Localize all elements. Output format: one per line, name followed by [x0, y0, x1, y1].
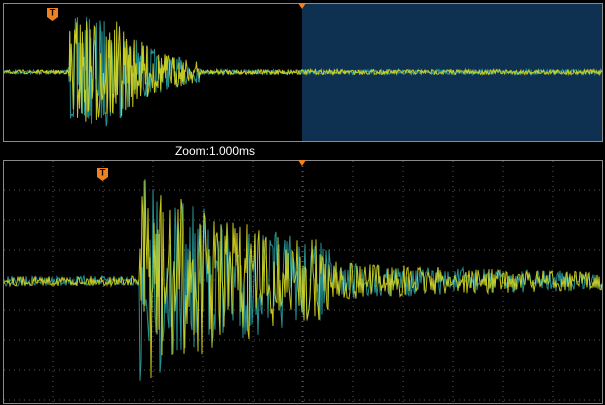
zoom-time-marker: [298, 160, 306, 166]
zoom-label: Zoom:1.000ms: [175, 144, 255, 158]
zoom-trigger-marker: T: [97, 168, 108, 181]
overview-time-marker: [298, 3, 306, 9]
trigger-label: T: [100, 168, 106, 178]
trace: [3, 179, 603, 379]
trigger-badge: [97, 168, 108, 181]
trace: [3, 21, 603, 122]
trigger-label: T: [50, 8, 56, 18]
zoom-waveform: [3, 179, 603, 381]
overview-trigger-marker: T: [47, 8, 58, 21]
trigger-badge: [47, 8, 58, 21]
overview-waveform: [3, 17, 603, 127]
